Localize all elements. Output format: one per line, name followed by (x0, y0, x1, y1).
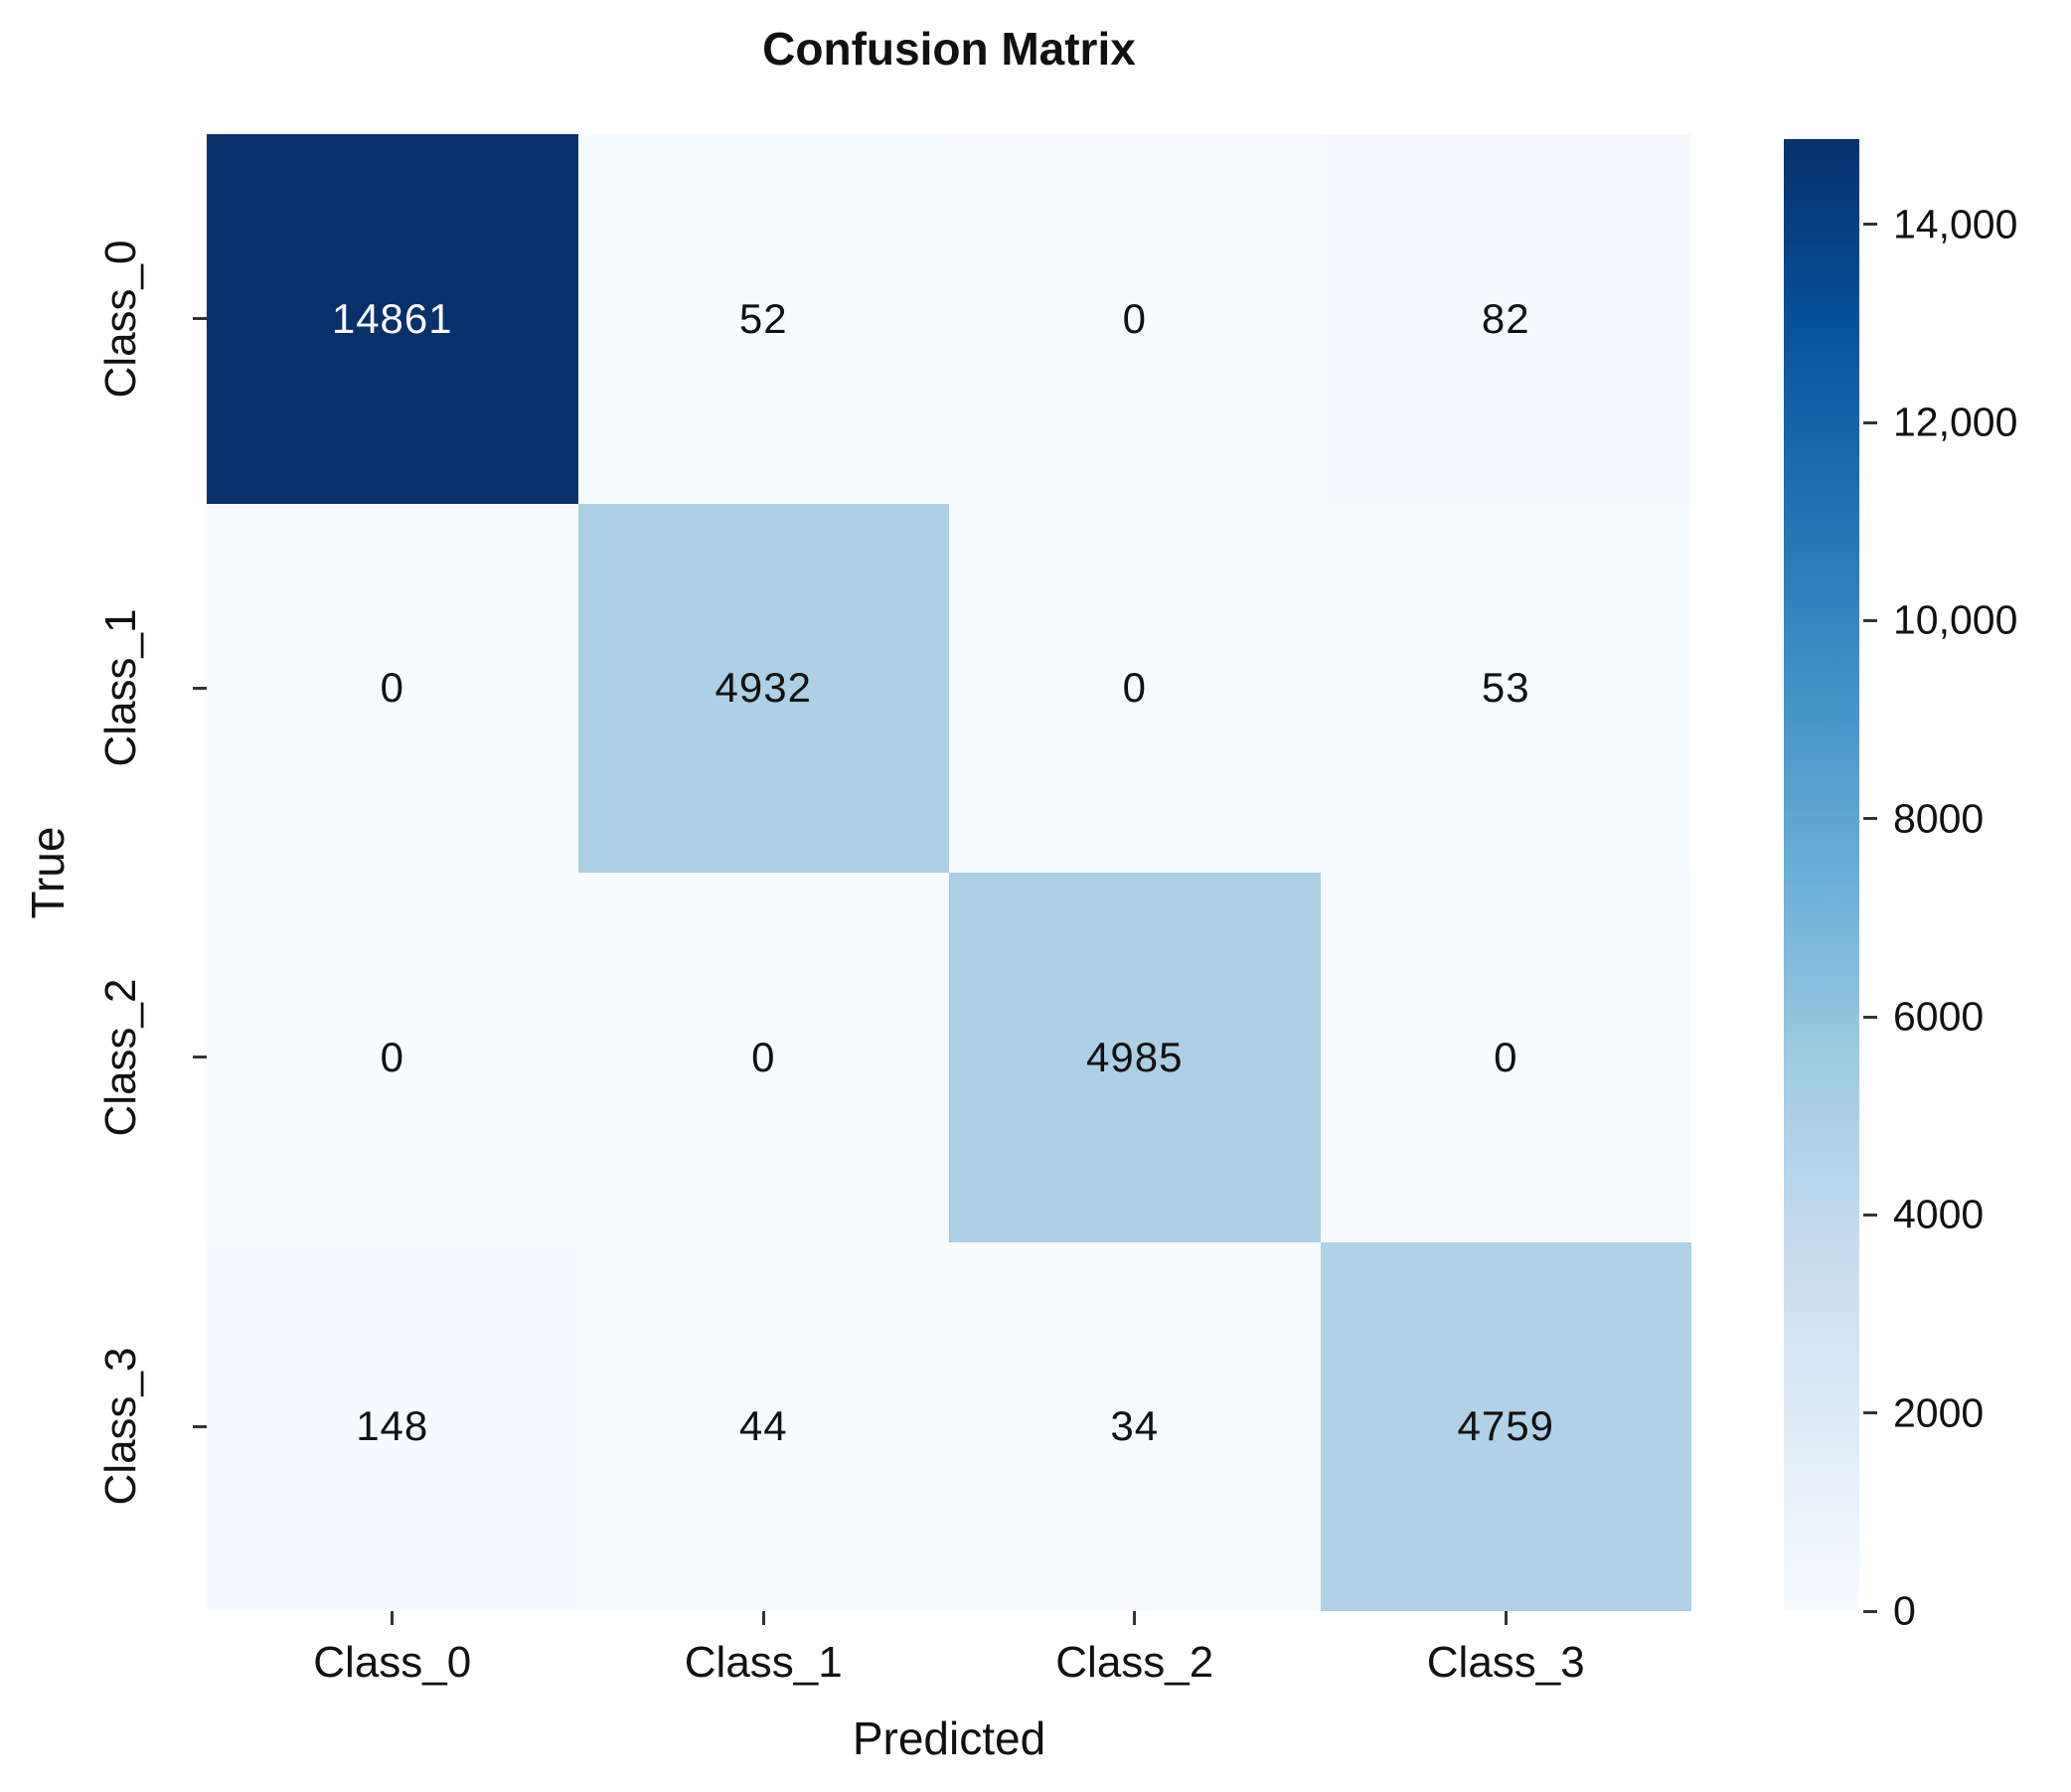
x-axis-title: Predicted (852, 1712, 1046, 1764)
colorbar-tick-mark (1863, 1411, 1877, 1415)
heatmap-cell-r2c2: 4985 (949, 873, 1321, 1242)
colorbar-tick-mark (1863, 817, 1877, 821)
colorbar-tick-mark (1863, 1609, 1877, 1613)
heatmap-cell-r0c3: 82 (1320, 134, 1691, 504)
colorbar-tick-label-12,000: 12,000 (1893, 399, 2018, 445)
heatmap-cell-r0c0: 14861 (207, 134, 578, 504)
heatmap-cell-r2c0: 0 (207, 873, 578, 1242)
colorbar-tick-mark (1863, 1213, 1877, 1217)
heatmap-cell-r3c2: 34 (949, 1241, 1321, 1611)
colorbar-tick-label-6000: 6000 (1893, 993, 1985, 1040)
heatmap-cell-r3c3: 4759 (1320, 1241, 1691, 1611)
colorbar-tick-label-10,000: 10,000 (1893, 596, 2018, 643)
x-tick-mark (1133, 1611, 1137, 1625)
colorbar-tick-label-8000: 8000 (1893, 795, 1985, 842)
heatmap-cell-r0c2: 0 (949, 134, 1321, 504)
y-tick-label-Class_1: Class_1 (96, 608, 145, 767)
heatmap-cell-r2c1: 0 (577, 873, 949, 1242)
colorbar-tick-label-4000: 4000 (1893, 1191, 1985, 1237)
heatmap-grid: 14861 52 0 82 0 4932 0 53 0 0 4985 0 148 44 34 4759 (207, 134, 1691, 1611)
colorbar (1784, 139, 1859, 1611)
y-tick-label-Class_0: Class_0 (96, 240, 145, 399)
x-tick-label-Class_3: Class_3 (1426, 1638, 1585, 1687)
heatmap-cell-r0c1: 52 (577, 134, 949, 504)
chart-title: Confusion Matrix (762, 23, 1136, 75)
colorbar-tick-label-2000: 2000 (1893, 1389, 1985, 1436)
y-axis-title: True (22, 826, 74, 919)
colorbar-tick-mark (1863, 420, 1877, 424)
y-tick-mark (193, 1056, 207, 1059)
heatmap-cell-r3c1: 44 (577, 1241, 949, 1611)
x-tick-mark (391, 1611, 395, 1625)
x-tick-label-Class_1: Class_1 (684, 1638, 843, 1687)
colorbar-tick-label-14,000: 14,000 (1893, 201, 2018, 247)
x-tick-mark (1504, 1611, 1508, 1625)
y-tick-mark (193, 1424, 207, 1428)
y-tick-label-Class_2: Class_2 (96, 978, 145, 1137)
heatmap-cell-r1c3: 53 (1320, 503, 1691, 873)
colorbar-tick-mark (1863, 1015, 1877, 1019)
colorbar-tick-label-0: 0 (1893, 1587, 1916, 1634)
x-tick-label-Class_0: Class_0 (313, 1638, 472, 1687)
y-tick-mark (193, 317, 207, 321)
heatmap-cell-r1c0: 0 (207, 503, 578, 873)
x-tick-mark (761, 1611, 765, 1625)
y-tick-mark (193, 686, 207, 690)
x-tick-label-Class_2: Class_2 (1055, 1638, 1214, 1687)
heatmap-cell-r3c0: 148 (207, 1241, 578, 1611)
colorbar-tick-mark (1863, 618, 1877, 622)
heatmap-cell-r2c3: 0 (1320, 873, 1691, 1242)
heatmap-cell-r1c1: 4932 (577, 503, 949, 873)
colorbar-tick-mark (1863, 223, 1877, 227)
heatmap-cell-r1c2: 0 (949, 503, 1321, 873)
y-tick-label-Class_3: Class_3 (96, 1347, 145, 1506)
